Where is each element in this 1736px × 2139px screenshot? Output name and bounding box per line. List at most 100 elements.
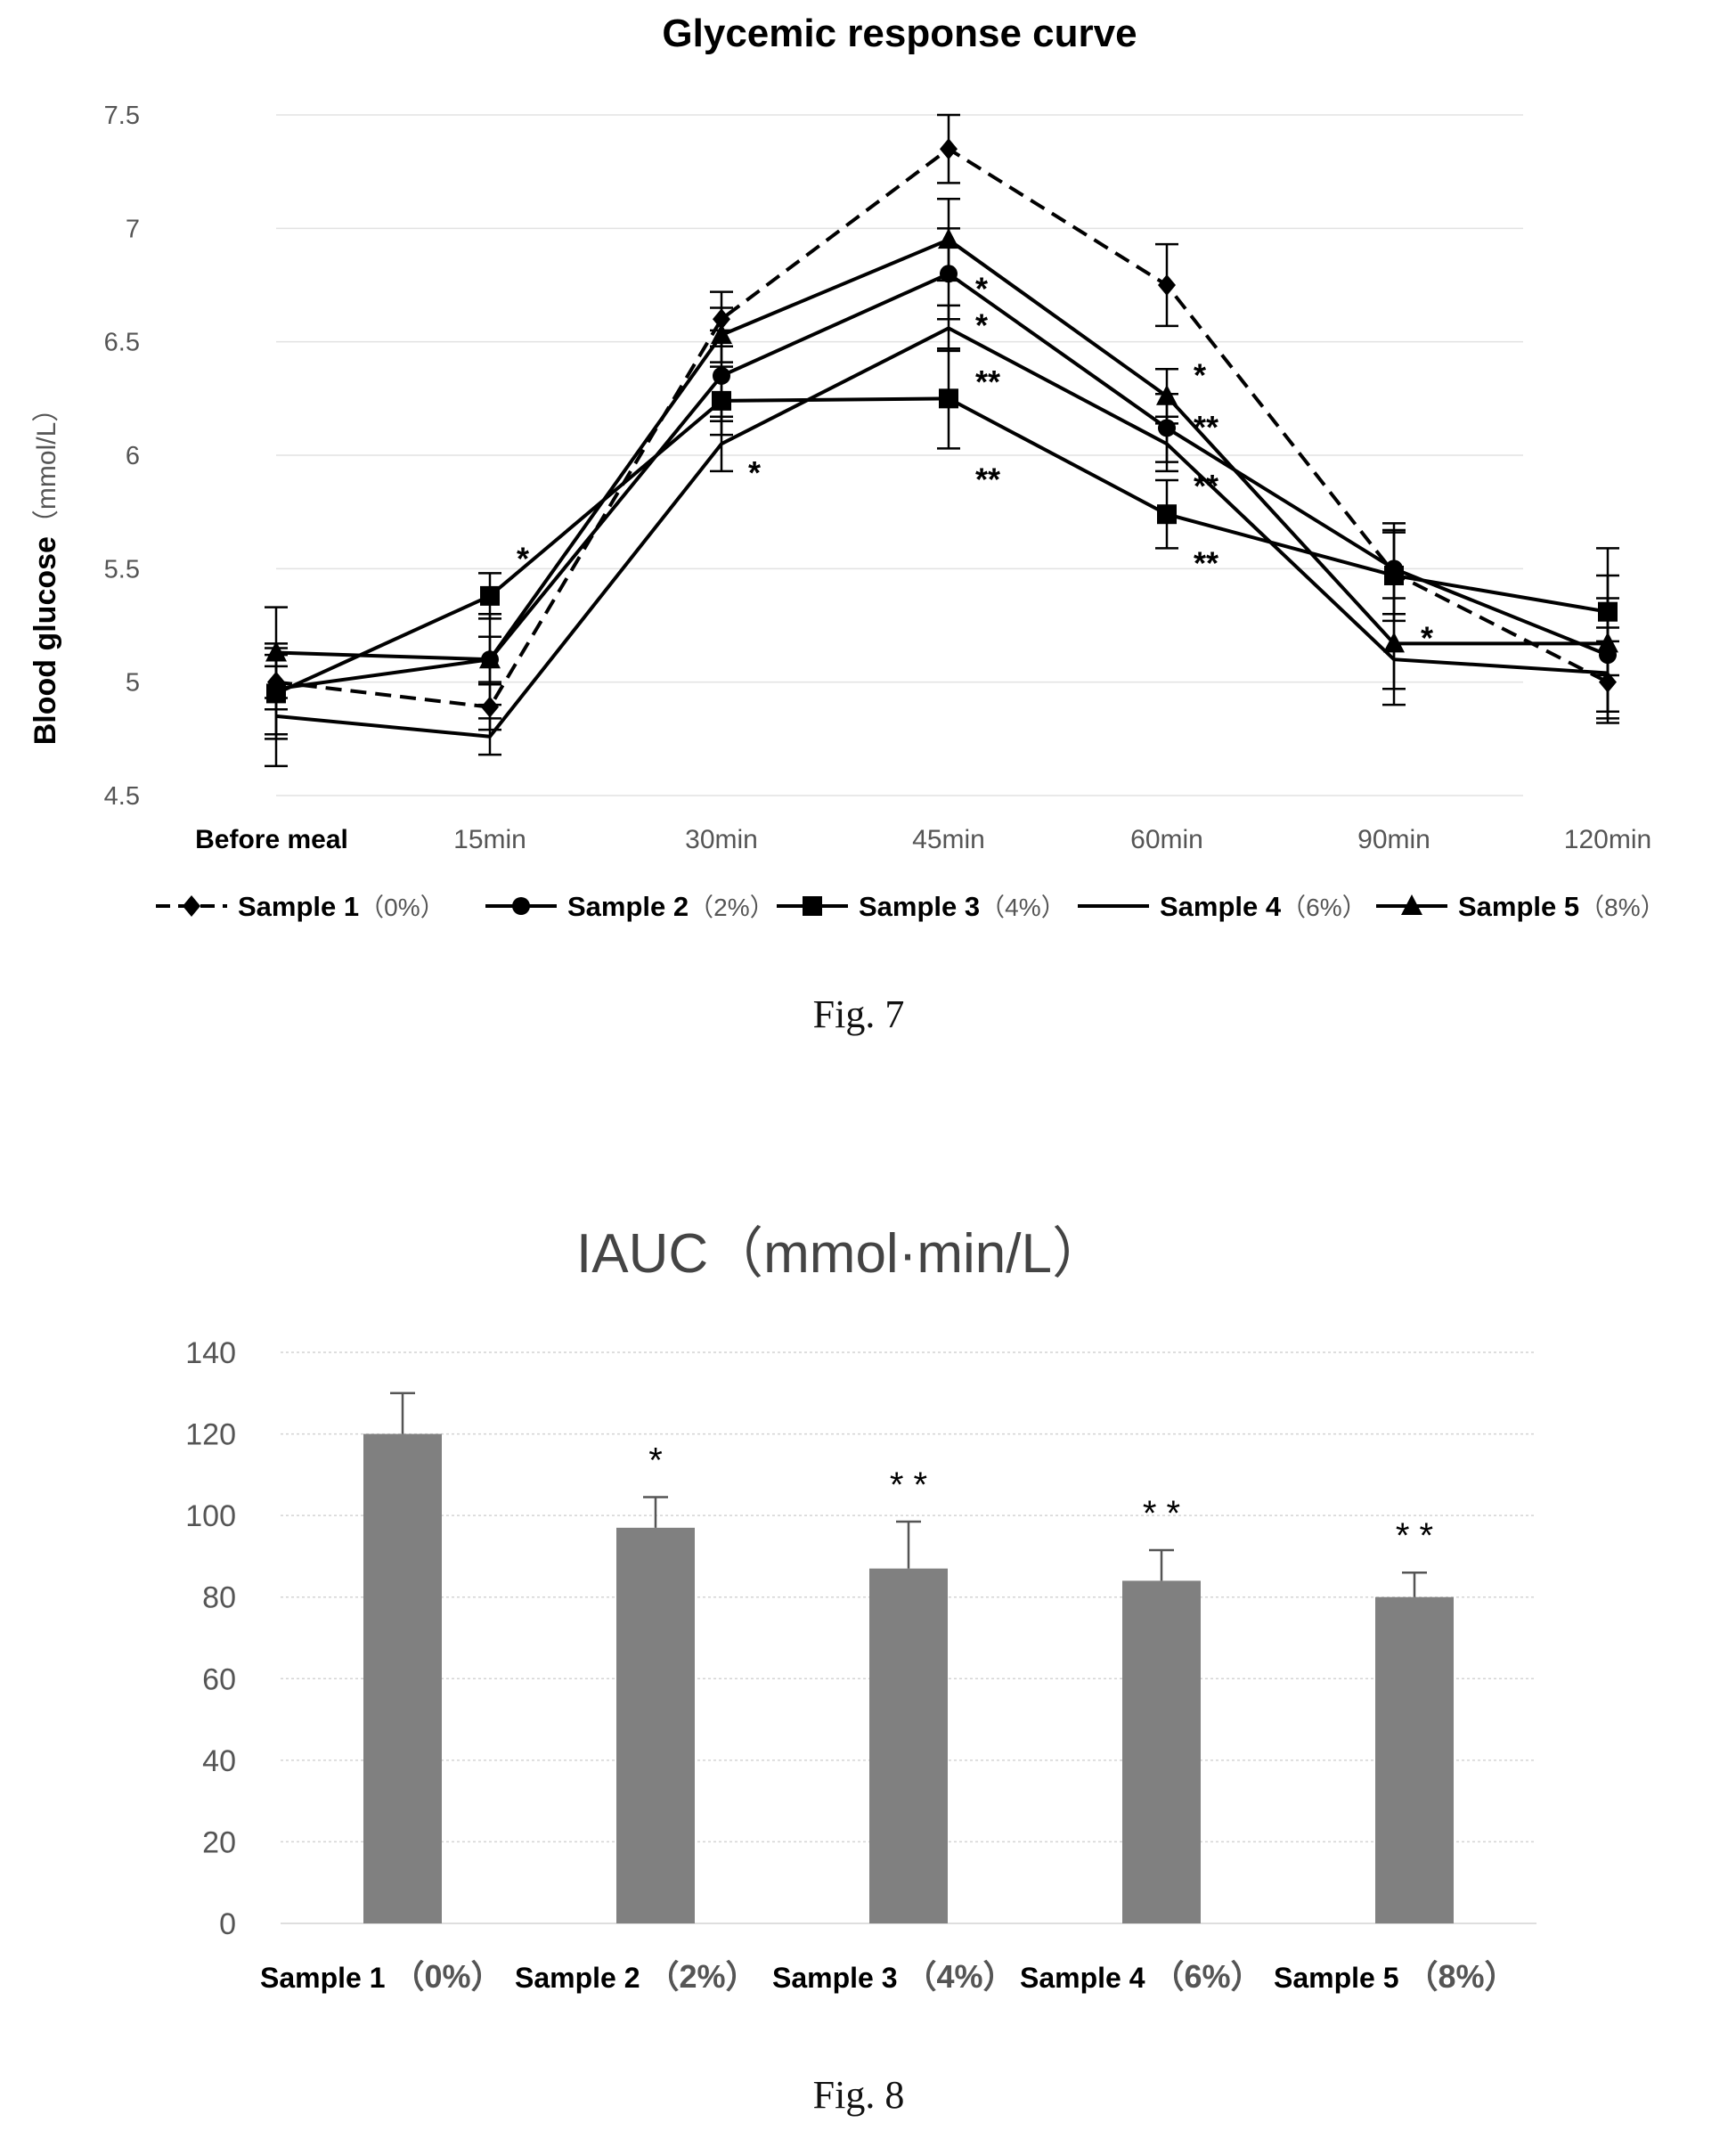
bar <box>363 1433 442 1923</box>
marker-triangle <box>479 648 501 669</box>
series-sample-1 <box>265 113 1619 731</box>
legend: Sample 1（0%） Sample 2（2%） Sample 3（4%） Samp… <box>156 891 1666 922</box>
bar-group: * * <box>869 1465 948 1923</box>
series-sample-3 <box>265 347 1619 740</box>
significance-annotations: **************** <box>517 271 1433 657</box>
gridlines <box>276 114 1523 796</box>
marker-triangle <box>1401 894 1422 915</box>
y-tick-label: 120 <box>185 1418 236 1452</box>
bar-group: * * <box>1122 1494 1201 1923</box>
legend-series-name: Sample 3 <box>859 891 980 922</box>
y-tick-label: 5 <box>126 669 140 698</box>
marker-square <box>712 390 731 411</box>
y-tick-labels: 0 20 40 60 80 100 120 140 <box>185 1336 236 1941</box>
legend-series-pct: （8%） <box>1579 894 1665 921</box>
figure-caption: Fig. 8 <box>813 2073 905 2117</box>
bar-group: * <box>616 1441 695 1923</box>
y-axis-label: Blood glucose（mmol/L） <box>29 396 62 746</box>
series-line <box>275 146 1609 709</box>
significance-mark: ** <box>975 461 1000 497</box>
x-tick-label: Before meal <box>195 825 348 854</box>
series-sample-4 <box>265 304 1619 768</box>
y-tick-label: 20 <box>202 1825 236 1859</box>
significance-mark: ** <box>1194 409 1218 445</box>
bar <box>616 1527 695 1923</box>
series-sample-5 <box>265 197 1619 714</box>
x-tick-label: 45min <box>912 825 985 854</box>
bar <box>1375 1596 1454 1923</box>
legend-item: Sample 1（0%） <box>156 891 445 922</box>
marker-triangle <box>711 323 732 345</box>
x-tick-label: Sample 4 （6%） <box>1020 1958 1263 1995</box>
x-tick-label: 90min <box>1357 825 1430 854</box>
x-category-name: Sample 4 <box>1020 1962 1145 1994</box>
legend-label: Sample 1（0%） <box>238 891 445 922</box>
significance-mark: * <box>1421 620 1433 657</box>
y-tick-label: 7.5 <box>104 102 140 130</box>
marker-square <box>803 896 822 916</box>
marker-circle <box>512 897 530 915</box>
y-tick-label: 40 <box>202 1744 236 1778</box>
legend-label: Sample 5（8%） <box>1458 891 1666 922</box>
marker-triangle <box>1156 384 1178 405</box>
significance-mark: ** <box>1194 468 1218 504</box>
y-tick-label: 80 <box>202 1581 236 1615</box>
x-tick-labels: Sample 1 （0%） Sample 2 （2%） Sample 3 （4%） Samp… <box>260 1958 1517 1995</box>
marker-square <box>1384 565 1404 585</box>
marker-diamond <box>1158 274 1176 296</box>
y-tick-labels: 4.5 5 5.5 6 6.5 7 7.5 <box>104 102 140 811</box>
y-tick-label: 60 <box>202 1662 236 1696</box>
chart-title: IAUC（mmol·min/L） <box>576 1223 1107 1285</box>
x-category-pct: （2%） <box>648 1958 758 1995</box>
significance-mark: * <box>748 454 761 491</box>
marker-triangle <box>1383 632 1405 653</box>
legend-item: Sample 3（4%） <box>777 891 1066 922</box>
significance-mark: ** <box>975 363 1000 400</box>
legend-item: Sample 4（6%） <box>1078 891 1367 922</box>
significance-mark: * <box>648 1441 663 1481</box>
marker-triangle <box>1597 632 1618 653</box>
legend-series-pct: （0%） <box>359 894 444 921</box>
bar <box>869 1568 948 1923</box>
legend-series-name: Sample 4 <box>1160 891 1282 922</box>
x-tick-label: Sample 2 （2%） <box>515 1958 758 1995</box>
significance-mark: * * <box>1143 1494 1180 1533</box>
bar <box>1122 1580 1201 1923</box>
x-tick-label: 120min <box>1564 825 1651 854</box>
significance-mark: * * <box>1396 1516 1433 1555</box>
x-tick-label: 60min <box>1130 825 1203 854</box>
x-category-name: Sample 5 <box>1274 1962 1399 1994</box>
legend-series-name: Sample 5 <box>1458 891 1579 922</box>
y-tick-label: 140 <box>185 1336 236 1370</box>
series-line <box>275 396 1609 696</box>
figure-caption: Fig. 7 <box>813 992 905 1036</box>
marker-triangle <box>938 228 959 249</box>
marker-triangle <box>265 641 287 662</box>
legend-series-name: Sample 1 <box>238 891 359 922</box>
y-tick-label: 0 <box>219 1907 236 1941</box>
bars: * * * * * * * <box>363 1392 1454 1923</box>
marker-diamond <box>481 696 499 718</box>
figure-7: Glycemic response curve 4.555.566.577.5 … <box>29 12 1666 1036</box>
y-tick-label: 7 <box>126 215 140 243</box>
figure-8: IAUC（mmol·min/L） 0 20 40 60 80 100 120 140 * * *… <box>185 1223 1536 2117</box>
series-group <box>265 113 1619 768</box>
x-category-name: Sample 2 <box>515 1962 640 1994</box>
bar-group: * * <box>1375 1516 1454 1923</box>
legend-series-name: Sample 2 <box>567 891 689 922</box>
y-tick-label: 6.5 <box>104 329 140 357</box>
bar-group <box>363 1392 442 1923</box>
significance-mark: * <box>517 541 529 577</box>
x-category-pct: （8%） <box>1406 1958 1517 1995</box>
y-tick-label: 6 <box>126 442 140 470</box>
x-category-name: Sample 1 <box>260 1962 386 1994</box>
legend-label: Sample 2（2%） <box>567 891 775 922</box>
significance-mark: ** <box>1194 545 1218 582</box>
x-tick-label: 15min <box>453 825 526 854</box>
x-category-name: Sample 3 <box>772 1962 898 1994</box>
marker-square <box>480 585 500 606</box>
legend-series-pct: （6%） <box>1281 894 1366 921</box>
x-tick-label: 30min <box>685 825 758 854</box>
legend-label: Sample 3（4%） <box>859 891 1066 922</box>
marker-diamond <box>940 138 958 160</box>
